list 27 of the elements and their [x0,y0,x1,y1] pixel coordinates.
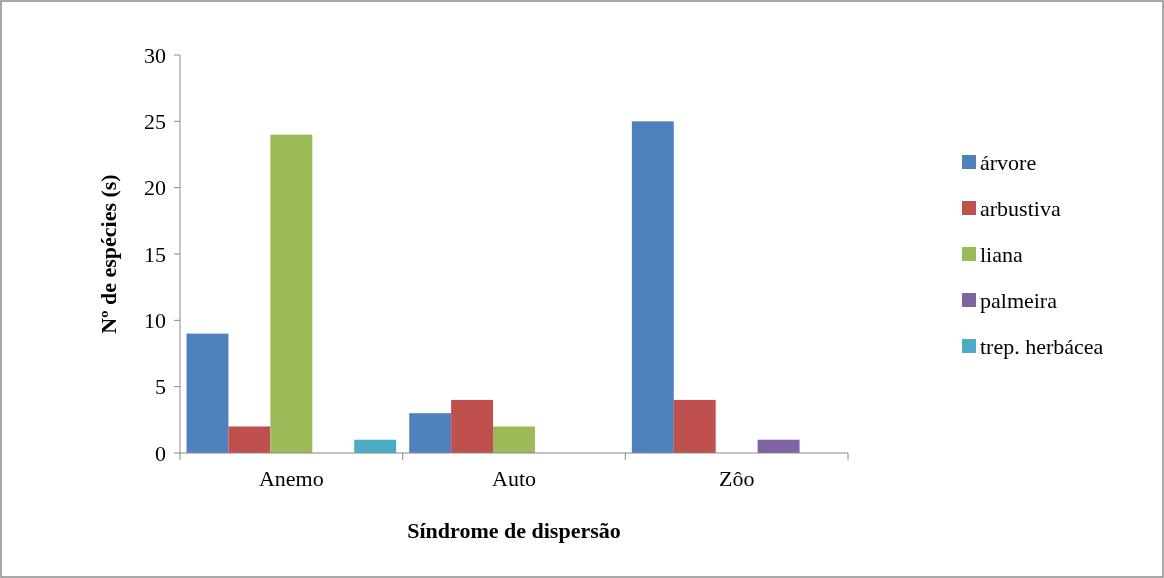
bar [354,439,397,453]
legend-label: palmeira [980,287,1058,313]
bar [631,121,674,453]
x-tick-label: Anemo [258,466,324,491]
x-tick-label: Auto [492,466,536,491]
legend-label: árvore [980,149,1037,175]
bar [451,399,494,453]
legend-label: liana [980,241,1023,267]
x-axis-title: Síndrome de dispersão [407,518,621,543]
y-tick-label: 5 [155,374,166,400]
x-tick-label: Zôo [718,466,755,491]
y-tick-label: 25 [144,109,166,135]
y-tick-label: 20 [144,175,166,201]
bar [757,439,800,453]
y-tick-label: 0 [155,440,166,466]
y-tick-label: 15 [144,241,166,267]
y-tick-label: 30 [144,42,166,68]
legend-label: arbustiva [980,195,1061,221]
y-tick-label: 10 [144,308,166,334]
bar [409,413,452,453]
bar [493,426,535,453]
bar [228,426,271,453]
legend-label: trep. herbácea [980,333,1104,359]
bar [186,333,229,453]
bar [270,134,313,453]
bar [673,399,716,453]
y-axis-title: Nº de espécies (s) [96,174,121,334]
